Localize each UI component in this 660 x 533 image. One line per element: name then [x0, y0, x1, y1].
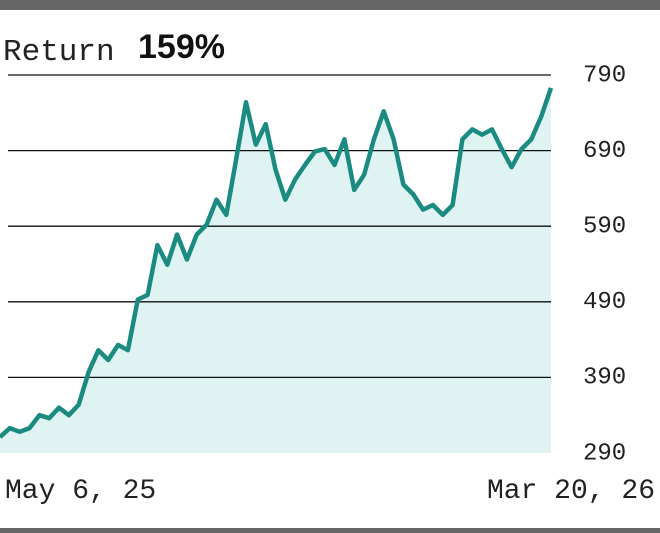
y-tick-label: 290 [583, 440, 626, 467]
y-tick-label: 690 [583, 138, 626, 165]
y-tick-label: 490 [583, 289, 626, 316]
chart-title: Return [3, 35, 115, 70]
annotation: 159% [138, 28, 225, 66]
bottom-bar [0, 528, 660, 533]
y-tick-label: 790 [583, 62, 626, 89]
y-tick-label: 590 [583, 214, 626, 241]
y-tick-label: 390 [583, 365, 626, 392]
line [0, 87, 554, 439]
plot [0, 74, 554, 454]
x-tick-label: Mar 20, 26 [487, 476, 655, 507]
area [0, 87, 551, 454]
top-bar [0, 0, 660, 10]
x-tick-label: May 6, 25 [5, 476, 156, 507]
